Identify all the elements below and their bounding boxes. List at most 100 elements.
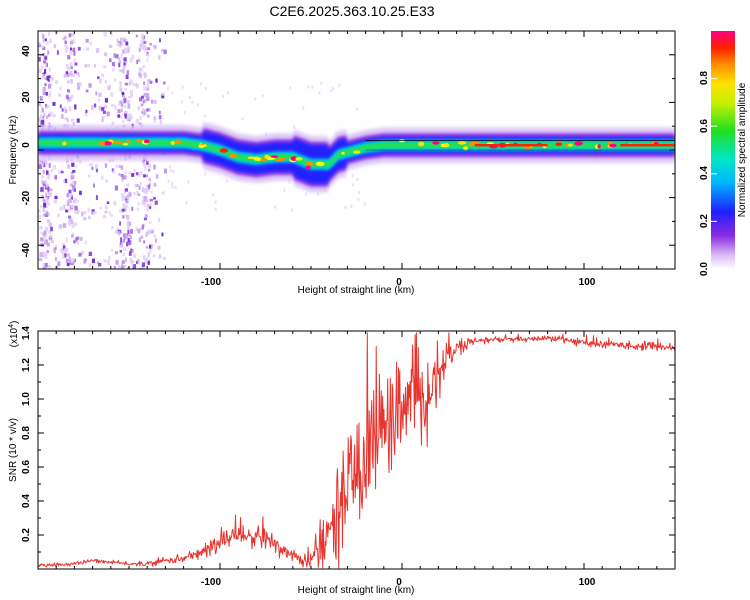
- spectrogram-speckle: [40, 114, 44, 119]
- spectrogram-speckle: [68, 106, 72, 111]
- spectrogram-speckle: [112, 68, 115, 72]
- spectrogram-speckle: [62, 245, 66, 250]
- spectrogram-speckle: [171, 91, 174, 95]
- spectrogram-speckle: [120, 237, 123, 243]
- spectrogram-speckle: [142, 45, 146, 51]
- spectrogram-speckle: [138, 68, 142, 74]
- spectrogram-speckle: [161, 92, 166, 96]
- spectrogram-speckle: [54, 195, 58, 200]
- spectrogram-speckle: [104, 163, 108, 168]
- spectrogram-speckle: [141, 95, 145, 99]
- spectrogram-speckle: [121, 100, 125, 105]
- spectrogram-speckle: [142, 160, 145, 163]
- spectrogram-speckle: [136, 172, 140, 176]
- spectrogram-speckle: [67, 80, 70, 84]
- spectrogram-speckle: [60, 248, 64, 254]
- spectrogram-speckle: [121, 179, 124, 183]
- spectrogram-speckle: [139, 97, 143, 102]
- spectrogram-speckle: [73, 40, 76, 44]
- spectrogram-speckle: [63, 106, 66, 111]
- spectrogram-speckle: [64, 253, 67, 258]
- spectrogram-speckle: [95, 48, 100, 53]
- spectrogram-speckle: [143, 41, 147, 44]
- spectrogram-speckle: [154, 200, 158, 205]
- spectrogram-speckle: [121, 208, 125, 212]
- spectrogram-speckle: [122, 95, 125, 98]
- spectrogram-speckle: [121, 196, 125, 201]
- spectrogram-speckle: [127, 103, 131, 109]
- spectrogram-speckle: [118, 173, 121, 176]
- spectrogram-x-axis-label: Height of straight line (km): [298, 285, 415, 296]
- spectrogram-speckle: [141, 224, 144, 230]
- spectrogram-hotspot: [555, 142, 563, 147]
- spectrogram-speckle: [44, 160, 48, 166]
- colorbar-tick-label: 0.0: [699, 262, 710, 276]
- spectrogram-speckle: [125, 111, 128, 114]
- spectrogram-speckle: [50, 226, 53, 232]
- spectrogram-speckle: [135, 34, 138, 38]
- spectrogram-speckle: [142, 196, 145, 200]
- spectrogram-speckle: [65, 71, 68, 75]
- spectrogram-speckle: [115, 54, 119, 59]
- spectrogram-speckle: [73, 197, 77, 201]
- spectrogram-speckle: [127, 267, 130, 269]
- spectrogram-speckle: [129, 113, 133, 118]
- spectrogram-hotspot: [568, 143, 573, 147]
- spectrogram-speckle: [119, 250, 123, 253]
- spectrogram-speckle: [101, 73, 105, 77]
- spectrogram-speckle: [122, 49, 126, 54]
- spectrogram-speckle: [67, 55, 71, 60]
- spectrogram-speckle: [129, 235, 132, 240]
- spectrogram-speckle: [119, 209, 122, 213]
- spectrogram-speckle: [102, 215, 106, 219]
- spectrogram-speckle: [54, 256, 58, 262]
- spectrogram-hotspot: [136, 138, 142, 143]
- spectrogram-speckle: [43, 230, 47, 236]
- spectrogram-speckle: [118, 40, 122, 45]
- spectrogram-speckle: [169, 169, 172, 173]
- spectrogram-speckle: [45, 239, 48, 245]
- spectrogram-speckle: [142, 255, 146, 260]
- spectrogram-speckle: [39, 159, 42, 164]
- spectrogram-speckle: [43, 60, 47, 64]
- spectrogram-speckle: [351, 174, 354, 177]
- spectrogram-speckle: [171, 182, 174, 186]
- spectrogram-speckle: [145, 97, 150, 102]
- spectrogram-speckle: [56, 50, 59, 55]
- spectrogram-speckle: [129, 57, 133, 63]
- spectrogram-speckle: [143, 92, 146, 97]
- spectrogram-speckle: [127, 99, 130, 104]
- spectrogram-speckle: [129, 258, 133, 261]
- spectrogram-speckle: [356, 107, 359, 111]
- spectrogram-speckle: [152, 254, 156, 258]
- spectrogram-speckle: [158, 217, 161, 223]
- spectrogram-speckle: [84, 240, 88, 245]
- spectrogram-y-tick-label: 20: [21, 91, 32, 103]
- spectrogram-speckle: [69, 66, 73, 70]
- spectrogram-speckle: [42, 232, 46, 237]
- spectrogram-hotspot: [260, 158, 267, 162]
- spectrogram-hot-streak: [474, 144, 548, 147]
- spectrogram-speckle: [38, 209, 41, 213]
- spectrogram-hotspot: [270, 155, 279, 158]
- spectrogram-speckle: [98, 78, 102, 84]
- spectrogram-speckle: [38, 117, 41, 123]
- spectrogram-speckle: [40, 179, 44, 184]
- spectrogram-speckle: [130, 229, 134, 234]
- spectrogram-speckle: [274, 205, 276, 209]
- spectrogram-speckle: [79, 237, 83, 241]
- spectrogram-speckle: [118, 230, 121, 236]
- spectrogram-speckle: [46, 219, 51, 223]
- spectrogram-speckle: [69, 50, 73, 55]
- spectrogram-speckle: [66, 200, 70, 203]
- spectrogram-speckle: [181, 85, 184, 89]
- spectrogram-speckle: [93, 103, 97, 108]
- spectrogram-speckle: [66, 263, 70, 267]
- spectrogram-speckle: [104, 205, 108, 210]
- spectrogram-speckle: [59, 86, 62, 91]
- spectrogram-speckle: [73, 58, 76, 62]
- spectrogram-speckle: [140, 171, 143, 176]
- spectrogram-speckle: [40, 175, 45, 179]
- spectrogram-speckle: [115, 267, 118, 269]
- snr-x-tick-label: 100: [579, 577, 596, 588]
